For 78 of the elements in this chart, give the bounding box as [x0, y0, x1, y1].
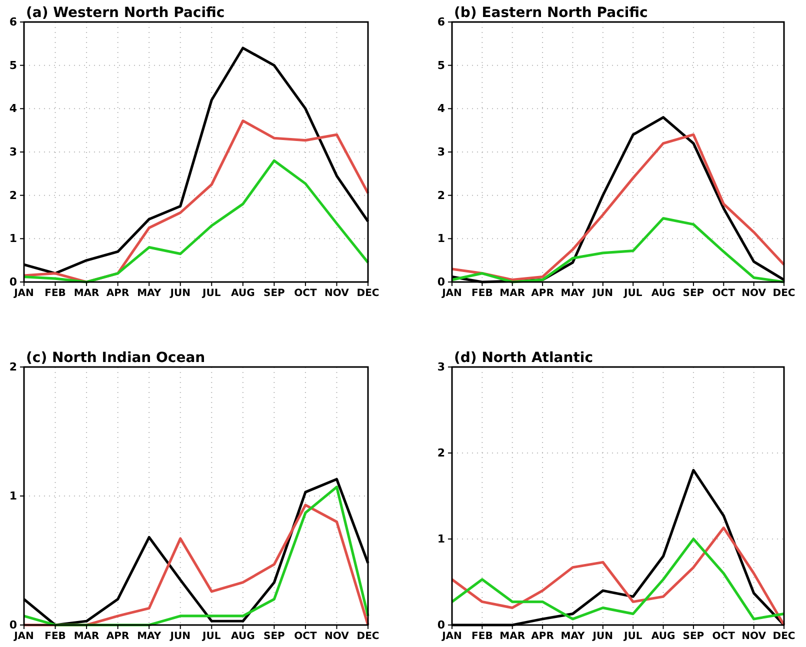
x-tick-label: JAN — [13, 631, 34, 642]
x-tick-label: APR — [531, 288, 554, 300]
x-tick-label: SEP — [263, 631, 285, 642]
line-series — [450, 217, 786, 284]
chart-title: (c) North Indian Ocean — [26, 350, 206, 366]
line-series — [22, 159, 370, 284]
chart-title: (a) Western North Pacific — [26, 5, 225, 21]
y-tick-label: 5 — [9, 58, 17, 72]
x-tick-label: APR — [531, 631, 554, 642]
x-tick-label: JAN — [13, 288, 34, 300]
y-tick-label: 0 — [9, 618, 18, 632]
x-tick-label: APR — [106, 288, 130, 300]
x-tick-label: OCT — [712, 288, 736, 300]
line-series — [22, 120, 370, 284]
x-tick-label: FEB — [44, 631, 66, 642]
y-tick-label: 1 — [9, 490, 17, 503]
y-tick-label: 3 — [9, 146, 17, 159]
x-tick-label: FEB — [44, 288, 66, 300]
y-tick-label: 4 — [437, 102, 446, 116]
y-tick-label: 1 — [9, 232, 17, 246]
y-tick-label: 2 — [437, 446, 445, 460]
line-series — [450, 538, 786, 620]
x-tick-label: AUG — [651, 288, 676, 300]
x-tick-label: FEB — [472, 631, 493, 642]
chart-title: (b) Eastern North Pacific — [454, 5, 648, 21]
y-tick-label: 0 — [437, 618, 446, 632]
y-tick-label: 2 — [9, 188, 17, 202]
line-series — [450, 526, 786, 626]
x-tick-label: NOV — [324, 288, 350, 300]
x-tick-label: JUL — [202, 288, 222, 300]
y-tick-label: 1 — [437, 532, 445, 546]
y-tick-label: 2 — [437, 188, 445, 202]
x-tick-label: JUN — [592, 288, 614, 300]
y-tick-label: 4 — [9, 102, 18, 116]
y-tick-label: 3 — [437, 360, 445, 374]
x-tick-label: MAY — [137, 631, 162, 642]
y-tick-label: 3 — [437, 146, 445, 159]
y-tick-label: 6 — [9, 16, 18, 29]
x-tick-label: AUG — [231, 631, 255, 642]
x-tick-label: MAR — [74, 288, 100, 300]
x-tick-label: DEC — [356, 288, 380, 300]
x-tick-label: MAY — [560, 288, 586, 300]
x-tick-label: AUG — [231, 288, 255, 300]
y-tick-label: 5 — [437, 58, 445, 72]
x-tick-label: OCT — [294, 288, 317, 300]
x-tick-label: MAR — [74, 631, 100, 642]
x-tick-label: OCT — [712, 631, 736, 642]
x-tick-label: MAY — [560, 631, 586, 642]
y-tick-label: 2 — [9, 360, 17, 374]
x-tick-label: SEP — [682, 288, 704, 300]
x-tick-label: JUL — [622, 631, 643, 642]
x-tick-label: NOV — [324, 631, 350, 642]
x-tick-label: APR — [106, 631, 130, 642]
x-tick-label: JUN — [169, 631, 190, 642]
x-tick-label: NOV — [742, 631, 766, 642]
x-tick-label: MAY — [137, 288, 162, 300]
x-tick-label: JAN — [441, 631, 462, 642]
x-tick-label: JAN — [441, 288, 462, 300]
x-tick-label: MAR — [500, 288, 526, 300]
y-tick-label: 0 — [437, 276, 446, 289]
y-tick-label: 6 — [437, 16, 446, 29]
x-tick-label: JUN — [592, 631, 614, 642]
x-tick-label: NOV — [742, 288, 766, 300]
x-tick-label: MAR — [500, 631, 526, 642]
chart-title: (d) North Atlantic — [454, 350, 593, 366]
x-tick-label: JUL — [202, 631, 222, 642]
y-tick-label: 1 — [437, 232, 445, 246]
x-tick-label: JUL — [622, 288, 643, 300]
x-tick-label: DEC — [772, 288, 796, 300]
y-tick-label: 0 — [9, 276, 18, 289]
x-tick-label: SEP — [263, 288, 285, 300]
x-tick-label: FEB — [472, 288, 493, 300]
x-tick-label: JUN — [169, 288, 190, 300]
x-tick-label: AUG — [651, 631, 676, 642]
x-tick-label: OCT — [294, 631, 317, 642]
x-tick-label: SEP — [682, 631, 704, 642]
x-tick-label: DEC — [356, 631, 380, 642]
x-tick-label: DEC — [772, 631, 796, 642]
